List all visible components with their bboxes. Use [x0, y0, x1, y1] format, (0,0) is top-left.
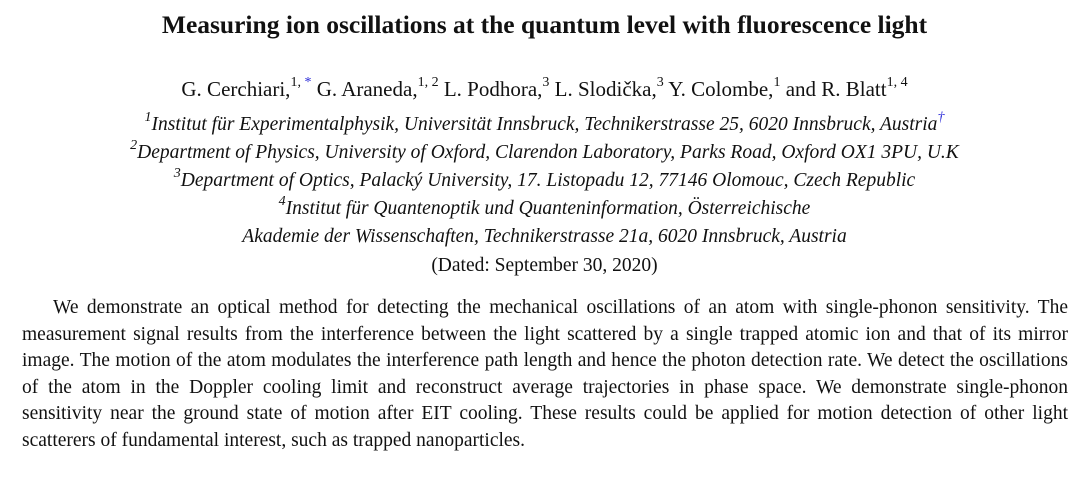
affiliation: 3Department of Optics, Palacký Universit… — [0, 165, 1089, 195]
affiliation-number: 3 — [173, 165, 181, 181]
corresponding-author-mark[interactable]: * — [300, 75, 312, 90]
author-name: Y. Colombe, — [668, 77, 774, 101]
author: G. Araneda,1, 2 — [316, 75, 439, 102]
author-affiliation-ref: 1, 4 — [886, 75, 908, 90]
author-affiliation-ref: 1 — [773, 75, 781, 90]
affiliation: 1Institut für Experimentalphysik, Univer… — [0, 109, 1089, 139]
paper-title: Measuring ion oscillations at the quantu… — [161, 10, 928, 39]
author-affiliation-ref: 3 — [542, 75, 550, 90]
author-name: L. Podhora, — [443, 77, 543, 101]
author: G. Cerchiari,1, * — [181, 75, 312, 102]
author-list: G. Cerchiari,1, * G. Araneda,1, 2 L. Pod… — [0, 74, 1089, 104]
affiliation-continuation: Akademie der Wissenschaften, Technikerst… — [0, 223, 1089, 251]
affiliation: 2Department of Physics, University of Ox… — [0, 137, 1089, 167]
affiliation-text: Akademie der Wissenschaften, Technikerst… — [242, 226, 847, 247]
author-affiliation-ref: 3 — [656, 75, 664, 90]
author: L. Podhora,3 — [443, 75, 550, 102]
author: Y. Colombe,1 — [668, 75, 781, 102]
affiliation-number: 1 — [144, 109, 152, 125]
affiliation-number: 2 — [130, 137, 138, 153]
affiliation-text: Department of Optics, Palacký University… — [180, 170, 916, 191]
affiliation: 4Institut für Quantenoptik und Quantenin… — [0, 193, 1089, 223]
author-name: G. Cerchiari, — [181, 77, 291, 101]
author-name: G. Araneda, — [316, 77, 418, 101]
abstract: We demonstrate an optical method for det… — [22, 297, 1068, 451]
author: L. Slodička,3 — [554, 75, 664, 102]
author-name: L. Slodička, — [554, 77, 657, 101]
author: and R. Blatt1, 4 — [785, 75, 908, 102]
footnote-mark[interactable]: † — [937, 109, 945, 125]
author-affiliation-ref: 1, 2 — [417, 75, 439, 90]
affiliation-text: Department of Physics, University of Oxf… — [137, 142, 959, 163]
affiliation-text: Institut für Experimentalphysik, Univers… — [151, 114, 938, 135]
author-name: and R. Blatt — [785, 77, 887, 101]
dated-line: (Dated: September 30, 2020) — [431, 255, 658, 276]
author-affiliation-ref: 1, * — [290, 75, 312, 90]
affiliation-list: 1Institut für Experimentalphysik, Univer… — [0, 109, 1089, 251]
affiliation-number: 4 — [278, 193, 286, 209]
affiliation-text: Institut für Quantenoptik und Quanteninf… — [285, 198, 811, 219]
